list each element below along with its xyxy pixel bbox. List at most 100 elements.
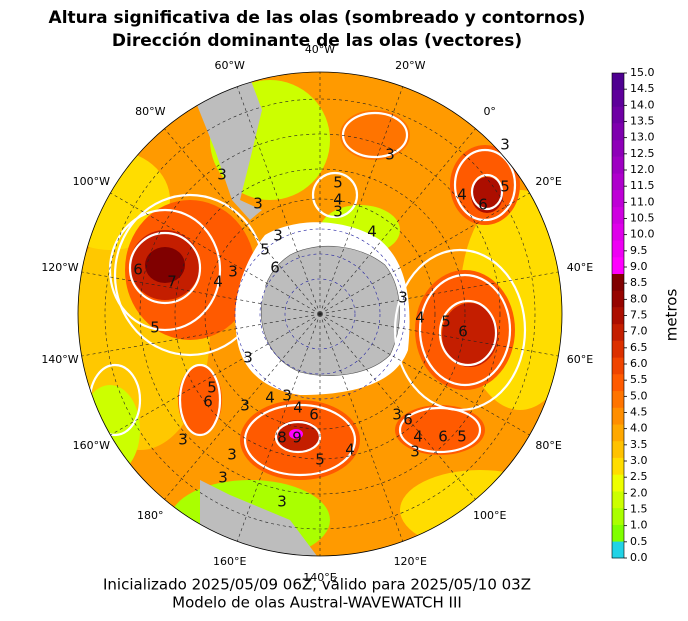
contour-label: 6 bbox=[403, 411, 413, 429]
meridian bbox=[319, 313, 530, 436]
colorbar-label: metros bbox=[663, 289, 681, 342]
longitude-label: 80°E bbox=[535, 439, 561, 452]
colorbar-bin bbox=[612, 340, 624, 358]
meridian bbox=[236, 313, 321, 542]
colorbar-bin bbox=[612, 357, 624, 375]
contour-label: 3 bbox=[392, 406, 402, 424]
longitude-label: 60°E bbox=[567, 353, 593, 366]
contour-label: 4 bbox=[265, 389, 275, 407]
colorbar-tick-label: 12.5 bbox=[630, 147, 655, 160]
contour-label: 4 bbox=[293, 399, 303, 417]
colorbar-bin bbox=[612, 223, 624, 241]
contour-label: 4 bbox=[345, 441, 355, 459]
colorbar-tick-label: 6.0 bbox=[630, 357, 648, 370]
contour-label: 6 bbox=[309, 406, 319, 424]
contour-label: 6 bbox=[133, 261, 143, 279]
contour-label: 4 bbox=[415, 309, 425, 327]
contour-label: 4 bbox=[367, 223, 377, 241]
contour-label: 9 bbox=[292, 429, 302, 447]
shade bbox=[395, 405, 485, 455]
colorbar-tick-label: 7.0 bbox=[630, 325, 648, 338]
longitude-label: 40°W bbox=[305, 43, 335, 56]
contour-label: 5 bbox=[441, 313, 451, 331]
contour-label: 3 bbox=[273, 227, 283, 245]
longitude-label: 180° bbox=[137, 509, 164, 522]
title-line: Dirección dominante de las olas (vectore… bbox=[112, 31, 522, 51]
colorbar-bin bbox=[612, 206, 624, 224]
contour-label: 5 bbox=[150, 319, 160, 337]
contour-label: 3 bbox=[227, 446, 237, 464]
colorbar-bin bbox=[612, 407, 624, 425]
colorbar-bin bbox=[612, 323, 624, 341]
contour-label: 3 bbox=[243, 349, 253, 367]
longitude-labels: 40°W 20°W 0° 20°E 40°E 60°E 80°E 100°E 120°E 140°… bbox=[41, 43, 593, 584]
shade bbox=[289, 429, 303, 439]
colorbar-bin bbox=[612, 106, 624, 124]
shade bbox=[178, 365, 222, 435]
colorbar-tick-label: 2.0 bbox=[630, 486, 648, 499]
colorbar-bin bbox=[612, 73, 624, 91]
colorbar-tick-label: 0.5 bbox=[630, 535, 648, 548]
colorbar-bin bbox=[612, 491, 624, 509]
colorbar-tick-label: 12.0 bbox=[630, 163, 655, 176]
meridian bbox=[319, 271, 559, 315]
colorbar-bin bbox=[612, 307, 624, 325]
colorbar-tick-label: 8.0 bbox=[630, 292, 648, 305]
contour-label: 5 bbox=[260, 241, 270, 259]
contour-label: 3 bbox=[228, 263, 238, 281]
longitude-label: 160°E bbox=[213, 555, 246, 568]
meridian bbox=[319, 192, 530, 315]
latitude-circle bbox=[174, 168, 466, 460]
longitude-label: 80°W bbox=[135, 105, 165, 118]
contour-label: 3 bbox=[218, 469, 228, 487]
colorbar-bin bbox=[612, 524, 624, 542]
contour-label: 3 bbox=[398, 289, 408, 307]
contour-label: 6 bbox=[203, 393, 213, 411]
colorbar-tick-label: 14.0 bbox=[630, 98, 655, 111]
contour-label: 5 bbox=[207, 379, 217, 397]
contour-label: 3 bbox=[282, 387, 292, 405]
shade bbox=[340, 110, 410, 160]
longitude-label: 20°E bbox=[535, 175, 561, 188]
contour-label: 4 bbox=[333, 191, 343, 209]
antarctica bbox=[260, 246, 400, 376]
colorbar-tick-label: 14.5 bbox=[630, 82, 655, 95]
contour-label: 5 bbox=[457, 428, 467, 446]
colorbar-bin bbox=[612, 139, 624, 157]
colorbar-tick-label: 13.5 bbox=[630, 115, 655, 128]
longitude-label: 20°W bbox=[395, 59, 425, 72]
contour-label: 6 bbox=[478, 196, 488, 214]
colorbar-bin bbox=[612, 173, 624, 191]
footer-line: Inicializado 2025/05/09 06Z, válido para… bbox=[103, 576, 531, 594]
colorbar-tick-label: 7.5 bbox=[630, 309, 648, 322]
colorbar-tick-label: 13.0 bbox=[630, 131, 655, 144]
meridian bbox=[319, 313, 404, 542]
colorbar-bin bbox=[612, 374, 624, 392]
latitude-circle bbox=[284, 278, 356, 350]
shade bbox=[145, 247, 185, 283]
meridian bbox=[319, 313, 476, 500]
contour-label: 3 bbox=[333, 203, 343, 221]
contours bbox=[88, 111, 527, 477]
colorbar-bin bbox=[612, 89, 624, 107]
contour-label: 6 bbox=[458, 323, 468, 341]
longitude-label: 100°W bbox=[73, 175, 110, 188]
contour-label: 3 bbox=[410, 443, 420, 461]
contour-label: 5 bbox=[315, 451, 325, 469]
colorbar-bin bbox=[612, 256, 624, 274]
colorbar-tick-label: 5.5 bbox=[630, 373, 648, 386]
colorbar-bin bbox=[612, 507, 624, 525]
colorbar-bin bbox=[612, 457, 624, 475]
longitude-label: 40°E bbox=[567, 261, 593, 274]
contour-label: 4 bbox=[457, 186, 467, 204]
longitude-label: 0° bbox=[483, 105, 496, 118]
meridian bbox=[319, 128, 476, 315]
contour-label: 3 bbox=[500, 136, 510, 154]
contour-label: 4 bbox=[413, 428, 423, 446]
colorbar-tick-label: 3.0 bbox=[630, 454, 648, 467]
colorbar: 0.0 0.5 1.0 1.5 2.0 2.5 3.0 3.5 4.0 4.5 5.0 5.5 6.0 6… bbox=[611, 66, 681, 564]
meridian bbox=[319, 313, 559, 357]
map-border bbox=[77, 71, 563, 557]
contour-label: 3 bbox=[240, 397, 250, 415]
